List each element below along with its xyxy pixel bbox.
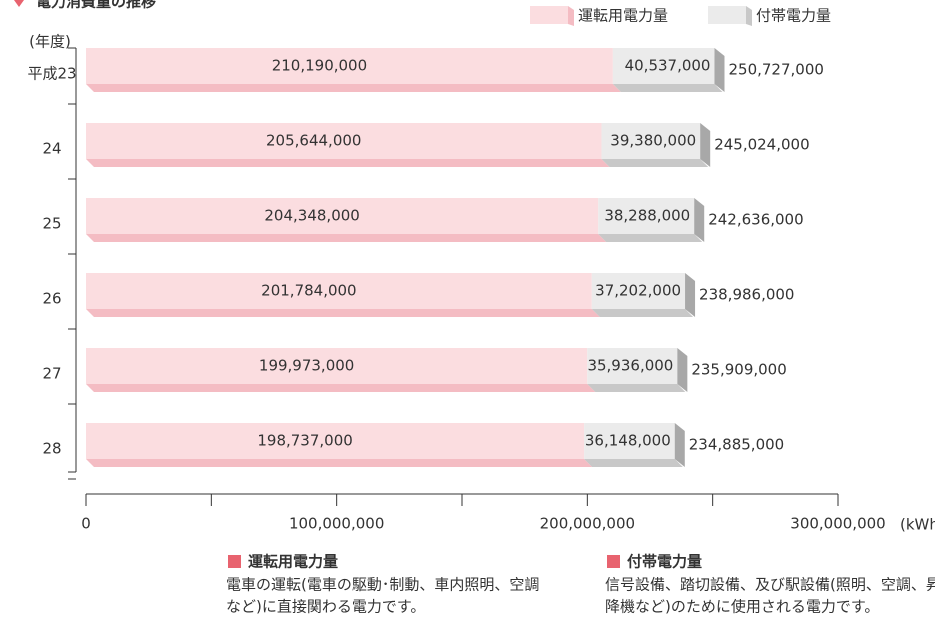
x-tick-label: 0: [81, 515, 91, 533]
y-tick-label: 24: [42, 140, 61, 158]
note-title: 運転用電力量: [248, 553, 338, 571]
total-label: 242,636,000: [708, 211, 803, 229]
note-text: など)に直接関わる電力です。: [226, 598, 425, 616]
note-swatch: [607, 555, 620, 568]
bar-side: [700, 123, 711, 167]
bar: [86, 198, 599, 234]
total-label: 245,024,000: [714, 136, 809, 154]
chart-title: 電力消費量の推移: [36, 0, 156, 11]
bar: [598, 198, 695, 234]
total-label: 238,986,000: [699, 286, 794, 304]
legend-swatch: [708, 6, 746, 24]
note-text: 降機など)のために使用される電力です。: [605, 598, 879, 616]
bar-side: [685, 273, 696, 317]
bar-value-label: 201,784,000: [261, 282, 356, 300]
bar-bottom: [86, 84, 621, 92]
bar: [591, 273, 686, 309]
bar: [86, 348, 588, 384]
x-tick-label: 200,000,000: [540, 515, 635, 533]
bar-value-label: 37,202,000: [595, 282, 681, 300]
legend-label: 付帯電力量: [756, 7, 831, 25]
total-label: 250,727,000: [728, 61, 823, 79]
y-tick-label: 平成23: [27, 65, 76, 83]
note-text: 信号設備、踏切設備、及び駅設備(照明、空調、昇: [605, 576, 935, 594]
bar: [587, 348, 678, 384]
legend-swatch: [530, 6, 568, 24]
bar-bottom: [598, 234, 703, 242]
bar: [86, 273, 592, 309]
y-tick-label: 28: [42, 440, 61, 458]
bar: [601, 123, 701, 159]
legend-label: 運転用電力量: [578, 7, 668, 25]
bar-bottom: [86, 234, 607, 242]
bar-bottom: [86, 384, 596, 392]
total-label: 235,909,000: [691, 361, 786, 379]
bar: [612, 48, 715, 84]
x-tick-label: 100,000,000: [289, 515, 384, 533]
bar-bottom: [86, 309, 600, 317]
legend-swatch-side: [746, 6, 752, 26]
bar-value-label: 36,148,000: [585, 432, 671, 450]
bar-value-label: 204,348,000: [264, 207, 359, 225]
bar-side: [714, 48, 725, 92]
bar: [86, 48, 613, 84]
y-tick-label: 25: [42, 215, 61, 233]
bar-bottom: [591, 309, 694, 317]
bar-value-label: 198,737,000: [257, 432, 352, 450]
title-marker: [14, 0, 24, 7]
bar-side: [677, 348, 688, 392]
bar-value-label: 38,288,000: [604, 207, 690, 225]
bar: [584, 423, 675, 459]
legend-swatch-side: [568, 6, 574, 26]
note-swatch: [228, 555, 241, 568]
bar-value-label: 199,973,000: [259, 357, 354, 375]
y-tick-label: 27: [42, 365, 61, 383]
note-title: 付帯電力量: [627, 553, 702, 571]
bar-side: [694, 198, 705, 242]
bar-value-label: 39,380,000: [610, 132, 696, 150]
bar-value-label: 205,644,000: [266, 132, 361, 150]
bar-value-label: 35,936,000: [587, 357, 673, 375]
bar-side: [674, 423, 685, 467]
bar-bottom: [601, 159, 709, 167]
note-text: 電車の運転(電車の駆動･制動、車内照明、空調: [226, 576, 539, 594]
bar-bottom: [86, 459, 593, 467]
bar-value-label: 40,537,000: [625, 57, 711, 75]
bar-bottom: [587, 384, 686, 392]
bar-bottom: [612, 84, 723, 92]
y-tick-label: 26: [42, 290, 61, 308]
bar: [86, 123, 602, 159]
total-label: 234,885,000: [689, 436, 784, 454]
y-axis-label: (年度): [29, 33, 71, 51]
bar: [86, 423, 585, 459]
bar-bottom: [584, 459, 683, 467]
bar-value-label: 210,190,000: [272, 57, 367, 75]
bar-bottom: [86, 159, 610, 167]
x-tick-label: 300,000,000: [790, 515, 885, 533]
x-unit: (kWh): [900, 516, 935, 534]
